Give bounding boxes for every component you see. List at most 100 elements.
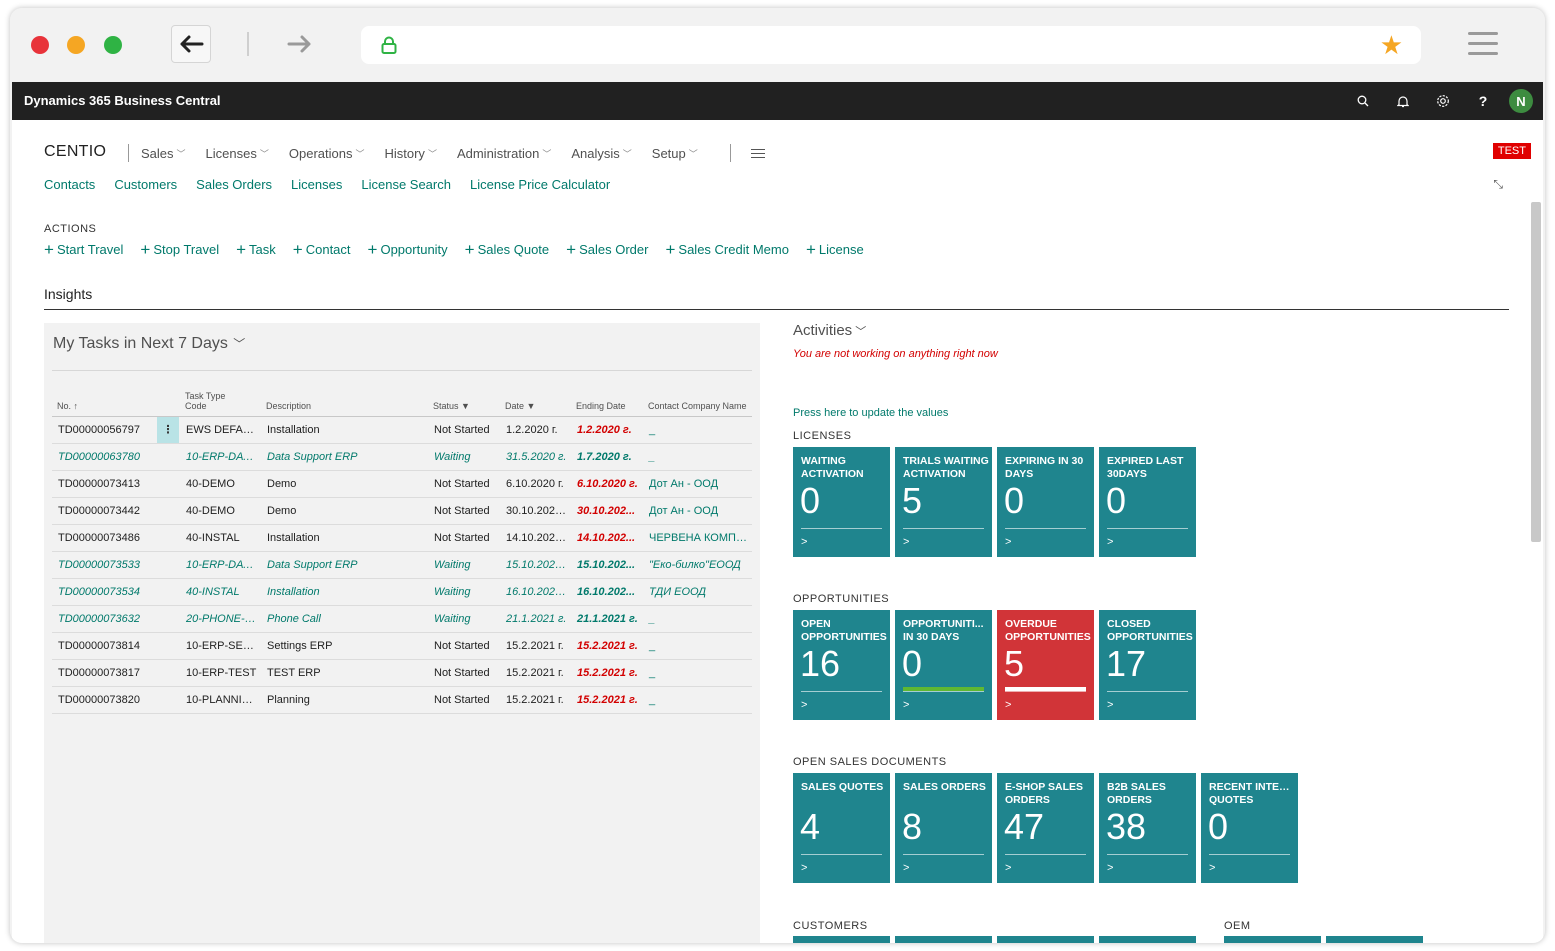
- cue-tile[interactable]: RECENT INTEG... QUOTES 0 >: [1201, 773, 1298, 883]
- activities-title[interactable]: Activities ﹀: [793, 322, 866, 339]
- cell-no[interactable]: TD00000073817: [52, 659, 156, 686]
- table-row[interactable]: TD00000073820 10-PLANNING Planning Not Star…: [52, 686, 752, 713]
- cue-tile[interactable]: CLOSED OPPORTUNITIES 17 >: [1099, 610, 1196, 720]
- oem-tile[interactable]: [1326, 936, 1423, 943]
- cue-tile-value: 0: [1004, 481, 1024, 521]
- table-row[interactable]: TD00000073632 20-PHONE-C... Phone Call Wait…: [52, 605, 752, 632]
- table-row[interactable]: TD00000073817 10-ERP-TEST TEST ERP Not Star…: [52, 659, 752, 686]
- cue-tile[interactable]: EXPIRING IN 30 DAYS 0 >: [997, 447, 1094, 557]
- cue-tile[interactable]: SALES QUOTES 4 >: [793, 773, 890, 883]
- filter-icon: ▼: [461, 401, 470, 411]
- action-stop-travel[interactable]: + Stop Travel: [140, 242, 219, 257]
- col-no[interactable]: No. ↑: [52, 385, 156, 416]
- customers-tile[interactable]: [895, 936, 992, 943]
- action-sales-quote[interactable]: + Sales Quote: [465, 242, 549, 257]
- action-license[interactable]: + License: [806, 242, 864, 257]
- menu-administration[interactable]: Administration ﹀: [457, 146, 551, 161]
- action-sales-credit-memo[interactable]: + Sales Credit Memo: [665, 242, 788, 257]
- star-icon[interactable]: ★: [1380, 31, 1403, 59]
- col-description[interactable]: Description: [261, 385, 428, 416]
- cell-no[interactable]: TD00000073413: [52, 470, 156, 497]
- col-date[interactable]: Date ▼: [500, 385, 571, 416]
- hamburger-menu-icon[interactable]: [751, 146, 765, 161]
- more-options-icon[interactable]: ⋮: [157, 417, 179, 443]
- collapse-icon[interactable]: ⤡: [1493, 177, 1503, 192]
- col-contact-company[interactable]: Contact Company Name: [643, 385, 752, 416]
- link-licenses[interactable]: Licenses: [291, 177, 342, 192]
- search-icon[interactable]: [1343, 88, 1383, 114]
- cue-tile[interactable]: SALES ORDERS 8 >: [895, 773, 992, 883]
- browser-toolbar: ★: [10, 8, 1545, 82]
- link-license-search[interactable]: License Search: [361, 177, 451, 192]
- cell-no[interactable]: TD00000073820: [52, 686, 156, 713]
- update-values-link[interactable]: Press here to update the values: [793, 407, 948, 419]
- customers-tile[interactable]: [997, 936, 1094, 943]
- cue-tile[interactable]: OPPORTUNITI... IN 30 DAYS 0 >: [895, 610, 992, 720]
- cell-description: Installation: [261, 524, 428, 551]
- action-sales-order[interactable]: + Sales Order: [566, 242, 648, 257]
- link-customers[interactable]: Customers: [114, 177, 177, 192]
- table-row[interactable]: TD00000073413 40-DEMO Demo Not Started 6.10.…: [52, 470, 752, 497]
- cue-tile-title: SALES ORDERS: [903, 781, 989, 794]
- cell-no[interactable]: TD00000073486: [52, 524, 156, 551]
- table-row[interactable]: TD00000073442 40-DEMO Demo Not Started 30.10…: [52, 497, 752, 524]
- table-row[interactable]: TD00000056797 ⋮ EWS DEFAULT Installation Not…: [52, 416, 752, 443]
- cue-tile[interactable]: E-SHOP SALES ORDERS 47 >: [997, 773, 1094, 883]
- table-row[interactable]: TD00000073486 40-INSTAL Installation Not St…: [52, 524, 752, 551]
- cell-no[interactable]: TD00000073442: [52, 497, 156, 524]
- menu-operations[interactable]: Operations ﹀: [289, 146, 365, 161]
- gear-icon[interactable]: [1423, 88, 1463, 114]
- col-task-type[interactable]: Task Type Code: [180, 385, 261, 416]
- browser-menu-button[interactable]: [1468, 32, 1498, 56]
- link-license-price-calculator[interactable]: License Price Calculator: [470, 177, 610, 192]
- menu-sales[interactable]: Sales ﹀: [141, 146, 186, 161]
- link-contacts[interactable]: Contacts: [44, 177, 95, 192]
- cue-tile-title: EXPIRING IN 30 DAYS: [1005, 455, 1091, 481]
- cue-tile[interactable]: B2B SALES ORDERS 38 >: [1099, 773, 1196, 883]
- cue-tile[interactable]: OPEN OPPORTUNITIES 16 >: [793, 610, 890, 720]
- close-window-button[interactable]: [31, 36, 49, 54]
- cue-tile[interactable]: OVERDUE OPPORTUNITIES 5 >: [997, 610, 1094, 720]
- action-contact[interactable]: + Contact: [293, 242, 351, 257]
- cell-status: Waiting: [428, 578, 500, 605]
- cell-no[interactable]: TD00000073632: [52, 605, 156, 632]
- customers-tile[interactable]: [793, 936, 890, 943]
- company-name[interactable]: CENTIO: [44, 143, 106, 161]
- oem-tile[interactable]: [1224, 936, 1321, 943]
- menu-setup[interactable]: Setup ﹀: [652, 146, 698, 161]
- maximize-window-button[interactable]: [104, 36, 122, 54]
- customers-tile[interactable]: [1099, 936, 1196, 943]
- user-avatar[interactable]: N: [1509, 89, 1533, 113]
- cell-no[interactable]: TD00000073534: [52, 578, 156, 605]
- filter-icon: ▼: [527, 401, 536, 411]
- bell-icon[interactable]: [1383, 88, 1423, 114]
- table-row[interactable]: TD00000063780 10-ERP-DATA... Data Support …: [52, 443, 752, 470]
- menu-analysis[interactable]: Analysis ﹀: [571, 146, 631, 161]
- table-row[interactable]: TD00000073814 10-ERP-SETTI... Settings ERP…: [52, 632, 752, 659]
- link-sales-orders[interactable]: Sales Orders: [196, 177, 272, 192]
- cue-tile[interactable]: WAITING ACTIVATION 0 >: [793, 447, 890, 557]
- table-row[interactable]: TD00000073533 10-ERP-DATA... Data Support …: [52, 551, 752, 578]
- cell-no[interactable]: TD00000056797: [52, 416, 156, 443]
- col-ending-date[interactable]: Ending Date: [571, 385, 643, 416]
- forward-button[interactable]: [280, 25, 320, 63]
- minimize-window-button[interactable]: [67, 36, 85, 54]
- cue-tile[interactable]: EXPIRED LAST 30DAYS 0 >: [1099, 447, 1196, 557]
- back-button[interactable]: [171, 25, 211, 63]
- action-task[interactable]: + Task: [236, 242, 276, 257]
- col-status[interactable]: Status ▼: [428, 385, 500, 416]
- menu-licenses[interactable]: Licenses ﹀: [206, 146, 269, 161]
- cell-no[interactable]: TD00000063780: [52, 443, 156, 470]
- cell-no[interactable]: TD00000073533: [52, 551, 156, 578]
- tasks-title[interactable]: My Tasks in Next 7 Days ﹀: [53, 335, 245, 353]
- menu-history[interactable]: History ﹀: [384, 146, 436, 161]
- help-icon[interactable]: ?: [1463, 88, 1503, 114]
- cue-tile[interactable]: TRIALS WAITING ACTIVATION 5 >: [895, 447, 992, 557]
- address-bar[interactable]: ★: [361, 26, 1421, 64]
- cell-no[interactable]: TD00000073814: [52, 632, 156, 659]
- page-scrollbar[interactable]: [1531, 202, 1541, 542]
- quick-links: Contacts Customers Sales Orders Licenses…: [44, 177, 629, 192]
- action-opportunity[interactable]: + Opportunity: [368, 242, 448, 257]
- table-row[interactable]: TD00000073534 40-INSTAL Installation Waitin…: [52, 578, 752, 605]
- action-start-travel[interactable]: + Start Travel: [44, 242, 123, 257]
